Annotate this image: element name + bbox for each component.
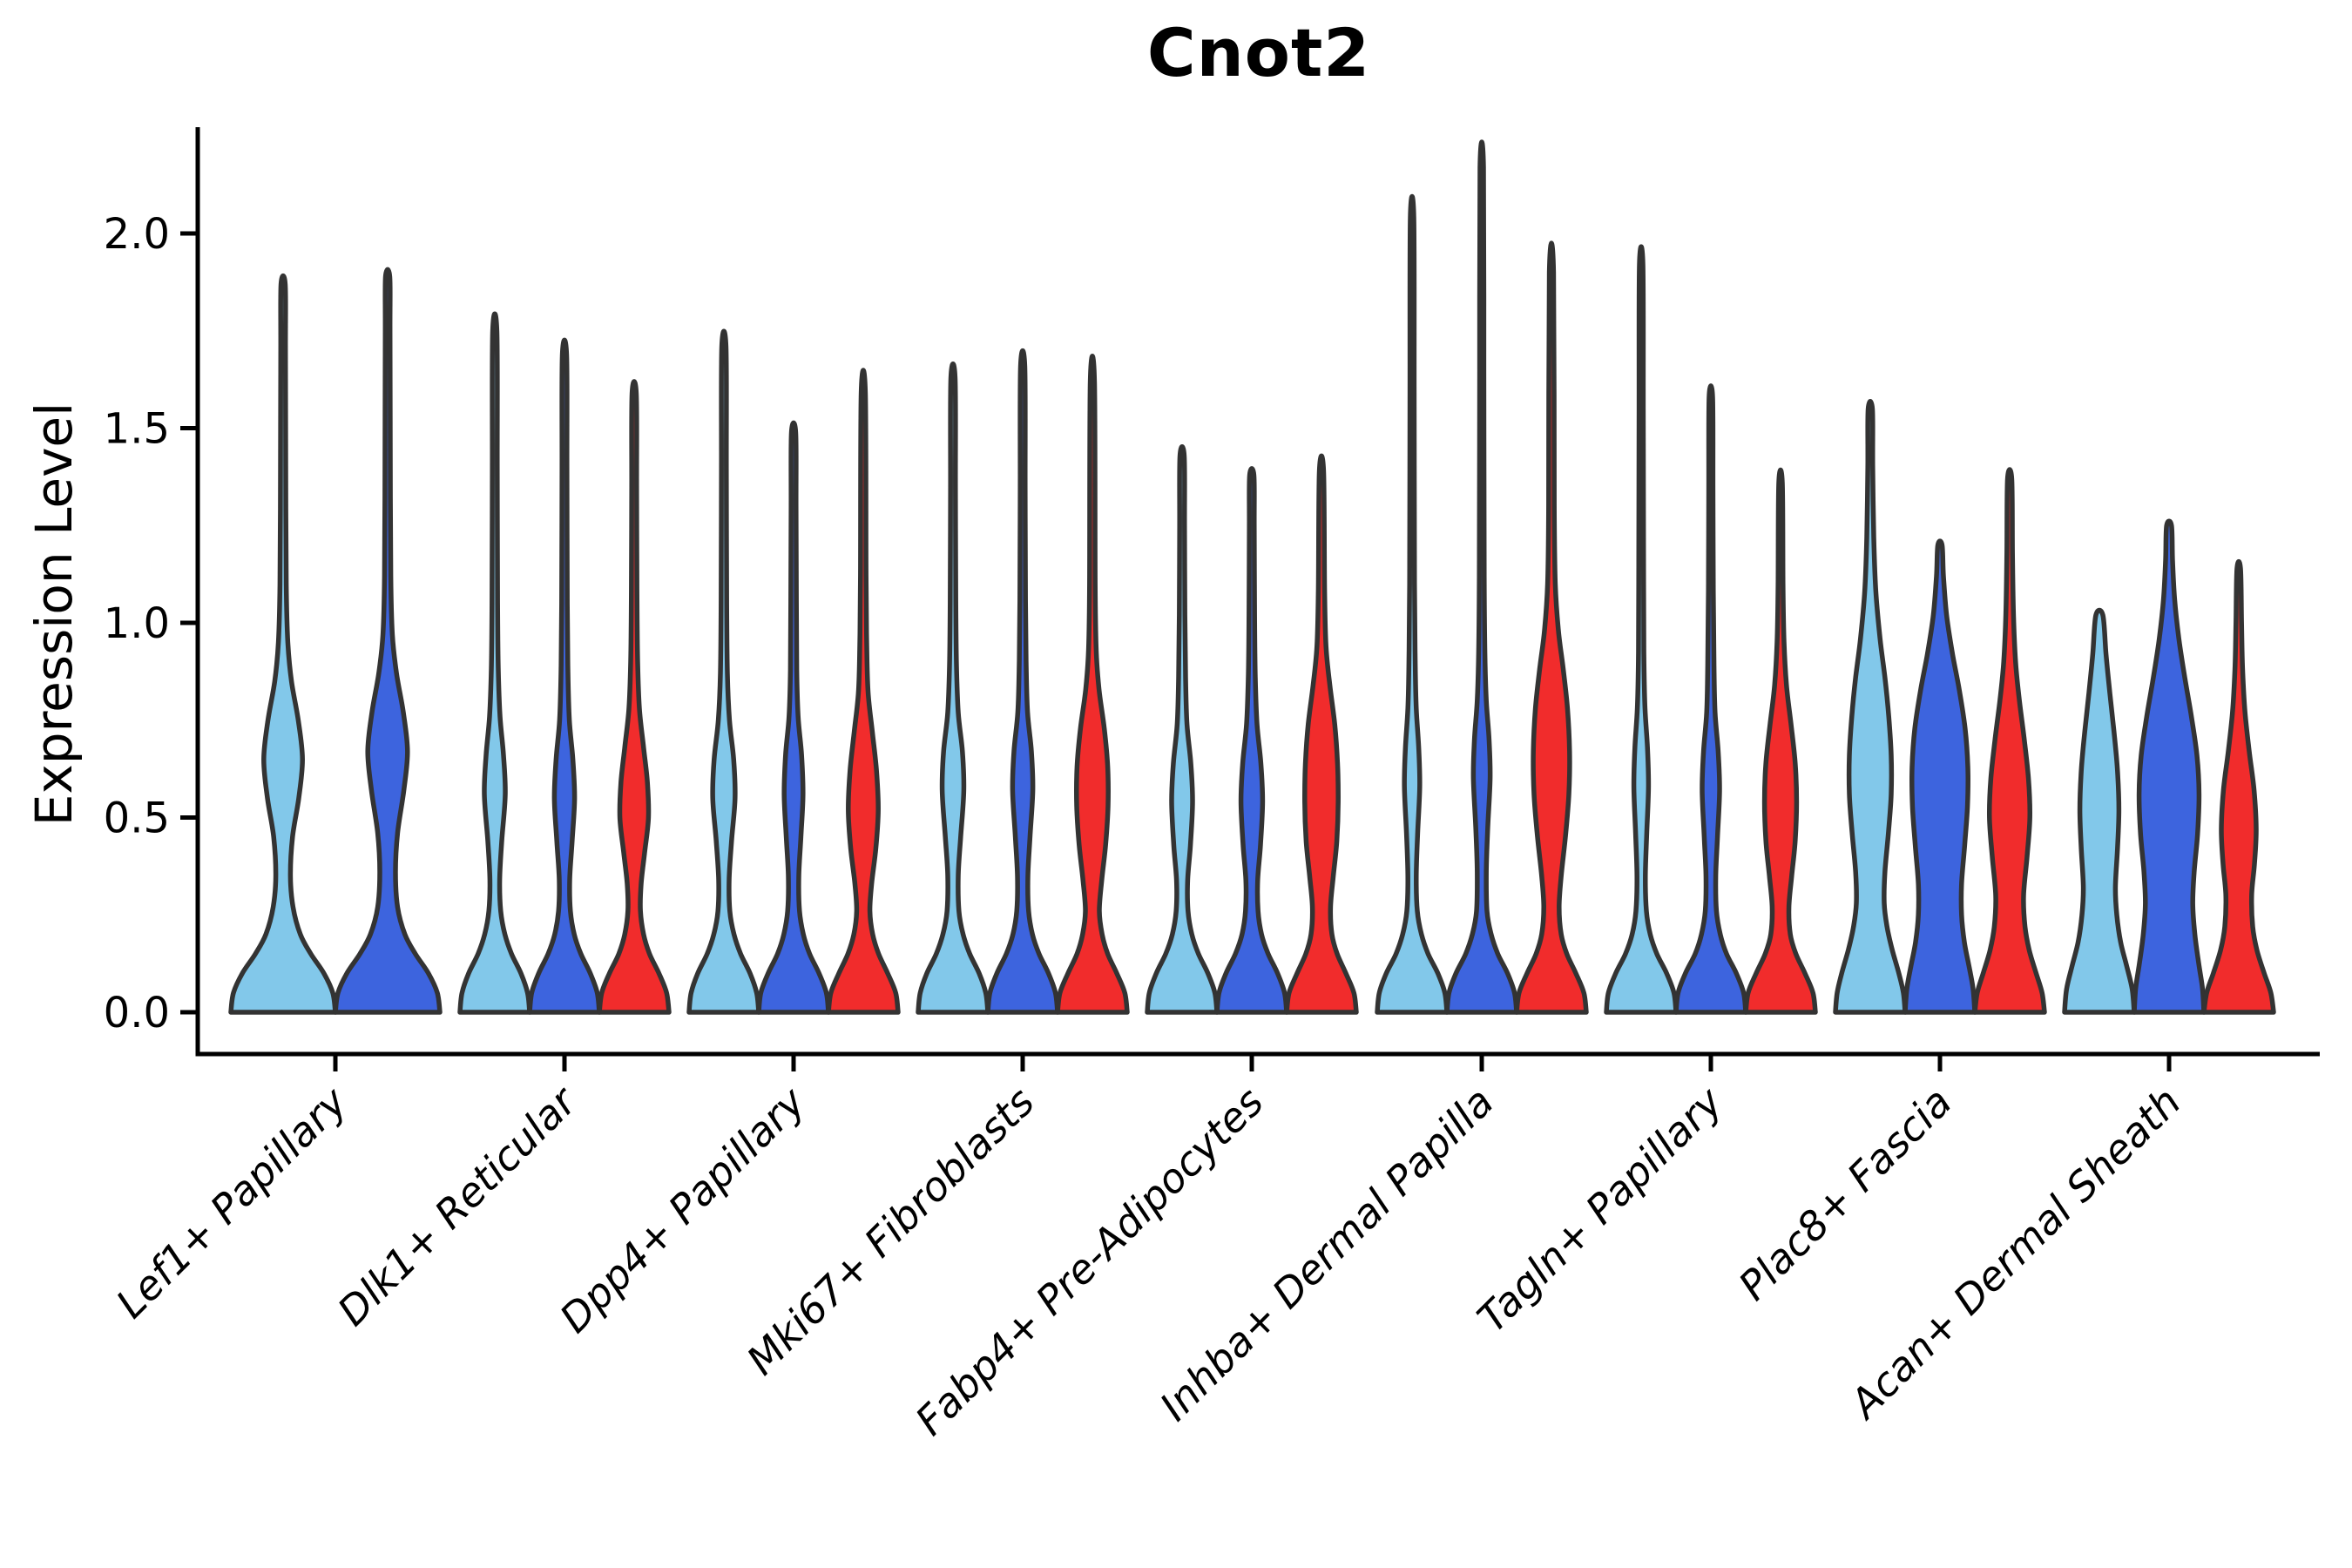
violin-fabp4-pre-adipocytes-red — [1284, 453, 1359, 1015]
violin-dlk1-reticular-light_blue — [457, 311, 532, 1015]
violin-inhba-dermal-papilla-red — [1514, 240, 1589, 1015]
violin-acan-dermal-sheath-light_blue — [2062, 607, 2137, 1015]
violin-acan-dermal-sheath-dark_blue — [2132, 518, 2207, 1015]
violin-tagln-papillary-red — [1743, 467, 1818, 1015]
violin-mki67-fibroblasts-dark_blue — [985, 348, 1060, 1015]
violin-fabp4-pre-adipocytes-dark_blue — [1214, 466, 1289, 1015]
violin-dlk1-reticular-dark_blue — [527, 337, 602, 1015]
violin-plac8-fascia-red — [1972, 467, 2047, 1015]
violin-lef1-papillary-dark_blue — [333, 267, 443, 1015]
violin-fabp4-pre-adipocytes-light_blue — [1145, 444, 1220, 1015]
y-tick-label-2.0: 2.0 — [104, 210, 170, 259]
violin-plac8-fascia-dark_blue — [1903, 538, 1977, 1015]
violin-dpp4-papillary-dark_blue — [756, 420, 831, 1015]
violin-tagln-papillary-light_blue — [1604, 244, 1679, 1015]
x-tick-label-3: Dpp4+ Papillary — [551, 1078, 814, 1342]
violin-inhba-dermal-papilla-dark_blue — [1444, 139, 1519, 1015]
violin-tagln-papillary-dark_blue — [1673, 383, 1748, 1015]
chart-title: Cnot2 — [1146, 14, 1371, 91]
violin-dpp4-papillary-red — [826, 368, 901, 1015]
violin-mki67-fibroblasts-red — [1055, 354, 1130, 1015]
y-tick-label-1.5: 1.5 — [104, 404, 170, 453]
x-tick-label-8: Plac8+ Fascia — [1729, 1078, 1960, 1309]
violin-dlk1-reticular-red — [597, 379, 672, 1015]
y-tick-label-1.0: 1.0 — [104, 599, 170, 648]
x-tick-label-2: Dlk1+ Reticular — [328, 1076, 587, 1335]
violin-lef1-papillary-light_blue — [228, 273, 338, 1015]
violin-plac8-fascia-light_blue — [1833, 399, 1908, 1015]
violin-acan-dermal-sheath-red — [2201, 558, 2276, 1015]
violin-inhba-dermal-papilla-light_blue — [1375, 194, 1450, 1015]
y-tick-label-0.5: 0.5 — [104, 794, 170, 842]
violin-dpp4-papillary-light_blue — [686, 328, 761, 1015]
x-tick-label-1: Lef1+ Papillary — [107, 1078, 356, 1327]
violin-mki67-fibroblasts-light_blue — [916, 361, 990, 1015]
y-tick-label-0.0: 0.0 — [104, 989, 170, 1037]
x-tick-label-7: Tagln+ Papillary — [1468, 1078, 1732, 1342]
